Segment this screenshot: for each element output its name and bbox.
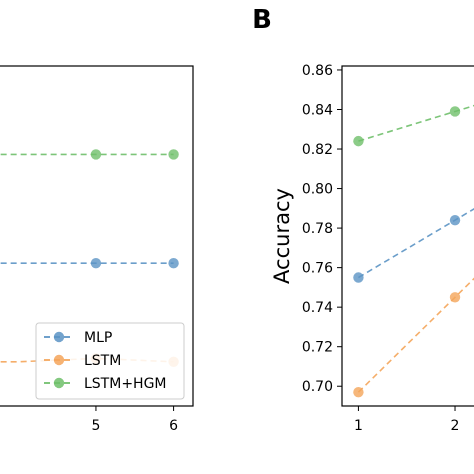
panel-b-x-tick-label: 1 (354, 418, 363, 434)
panel-a-point-mlp-5 (90, 258, 102, 269)
panel-b-y-tick-label: 0.86 (302, 63, 333, 79)
panel-a-x-tick-label: 6 (169, 418, 178, 434)
panel-b-point-mlp-2 (449, 214, 461, 226)
legend-label-lstm-hgm: LSTM+HGM (84, 376, 167, 392)
legend-entry-lstm-hgm: LSTM+HGM (44, 376, 167, 392)
panel-b-point-mlp-1 (353, 272, 364, 283)
legend-entry-mlp: MLP (44, 330, 112, 346)
panel-b-y-tick-label: 0.74 (302, 300, 333, 316)
panel-a-legend-box (35, 322, 185, 400)
panel-a-point-lstm-hgm-5 (90, 149, 102, 160)
panel-b-x-tick-label: 2 (451, 418, 460, 434)
panel-b-y-ticks: 0.70 0.72 0.74 0.76 0.78 0.80 0.82 0.84 0.86 (302, 63, 342, 395)
panel-a-point-lstm-hgm-6 (168, 149, 179, 160)
panel-b: B 0.70 0.72 0.74 0.76 0.78 0.80 0.82 0.84 0.86 1… (252, 5, 474, 434)
panel-b-y-tick-label: 0.76 (302, 261, 333, 277)
legend-label-mlp: MLP (84, 330, 112, 346)
panel-label-b: B (252, 5, 272, 35)
panel-a-legend: MLP LSTM LSTM+HGM (35, 322, 185, 400)
panel-b-series (353, 104, 474, 398)
legend-entry-lstm: LSTM (44, 353, 121, 369)
panel-a-point-mlp-6 (168, 258, 179, 269)
panel-b-axes-frame (341, 65, 474, 407)
panel-b-y-tick-label: 0.70 (302, 379, 333, 395)
panel-b-y-tick-label: 0.72 (302, 340, 333, 356)
legend-marker-lstm-hgm (53, 377, 65, 389)
panel-b-point-lstm-hgm-1 (353, 135, 364, 147)
panel-b-point-lstm-hgm-2 (449, 106, 461, 117)
legend-label-lstm: LSTM (84, 353, 121, 369)
panel-b-y-axis-label: Accuracy (270, 188, 294, 284)
panel-a-x-tick-label: 5 (91, 418, 100, 434)
panel-a-axes-frame (0, 65, 194, 407)
panel-b-point-lstm-2 (449, 292, 461, 303)
panel-b-point-lstm-1 (353, 386, 364, 398)
legend-marker-lstm (53, 354, 65, 366)
panel-b-y-tick-label: 0.78 (302, 221, 333, 237)
legend-marker-mlp (53, 331, 65, 343)
panel-b-y-tick-label: 0.80 (302, 182, 333, 198)
panel-b-y-tick-label: 0.82 (302, 142, 333, 158)
panel-b-y-tick-label: 0.84 (302, 102, 333, 118)
